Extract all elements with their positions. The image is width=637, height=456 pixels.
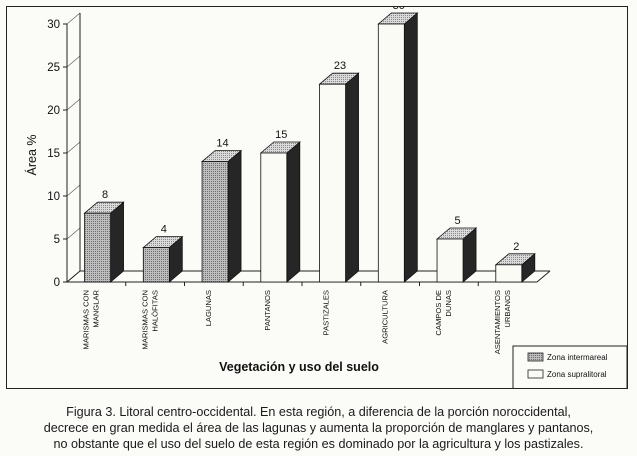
category-label: DUNAS [444, 290, 453, 317]
category-label: LAGUNAS [204, 290, 213, 326]
bar-value-label: 15 [275, 129, 287, 141]
category-label: CAMPOS DE [434, 290, 443, 336]
category-label: PASTIZALES [322, 290, 331, 335]
category-label: MARISMAS CON [82, 290, 91, 350]
x-axis-label: Vegetación y uso del suelo [219, 360, 379, 374]
category-label: MANGLAR [92, 289, 101, 327]
y-gridline [66, 98, 81, 111]
legend-swatch-intermareal [527, 352, 544, 362]
y-tick-label: 15 [47, 148, 60, 160]
bar-2 [142, 235, 184, 283]
bar-front-face [377, 23, 405, 283]
bar-side-face [286, 141, 301, 283]
bar-value-label: 14 [216, 138, 228, 150]
floor-right-edge [536, 270, 551, 283]
bar-value-label: 5 [454, 215, 460, 227]
floor-left-edge [66, 270, 81, 283]
bar-8 [494, 252, 536, 283]
y-gridline [66, 184, 81, 197]
category-label: AGRICULTURA [380, 289, 389, 344]
bar-front-face [142, 247, 170, 283]
legend-label-intermareal: Zona intermareal [547, 353, 608, 362]
bar-5 [318, 72, 360, 283]
bar-side-face [403, 12, 418, 283]
y-tick-label: 10 [47, 191, 60, 203]
bar-front-face [84, 212, 111, 283]
y-tick-label: 5 [54, 234, 60, 246]
bar-value-label: 30 [393, 7, 405, 12]
bar-7 [435, 227, 478, 283]
bar-6 [377, 12, 419, 283]
bar-side-face [227, 149, 242, 283]
y-gridline [66, 227, 81, 240]
legend-label-supralitoral: Zona supralitoral [547, 370, 607, 379]
bar-front-face [201, 161, 229, 283]
bar-front-face [319, 83, 346, 283]
y-gridline [66, 12, 81, 25]
figure-caption-line-2: decrece en gran medida el área de las la… [43, 421, 594, 435]
y-axis-label: Área % [24, 135, 39, 176]
y-tick-label: 25 [47, 62, 60, 74]
bar-side-face [110, 201, 124, 283]
figure-caption-line-1: Figura 3. Litoral centro-occidental. En … [66, 405, 571, 419]
y-tick-label: 0 [54, 277, 60, 289]
bar-front-face [495, 264, 523, 283]
bar-value-label: 4 [161, 224, 167, 236]
bar-value-label: 8 [102, 189, 108, 201]
bar-value-label: 2 [513, 241, 519, 253]
legend-swatch-supralitoral [527, 369, 544, 379]
y-gridline [66, 55, 81, 68]
y-tick-label: 20 [47, 105, 60, 117]
bar-1 [83, 201, 125, 283]
category-label: PANTANOS [263, 290, 272, 331]
category-label: MARISMAS CON [140, 290, 149, 350]
legend: Zona intermareal Zona supralitoral [512, 345, 627, 388]
bar-side-face [345, 72, 359, 283]
category-label: URBANOS [503, 290, 512, 328]
category-label: ASENTAMIENTOS [493, 290, 502, 354]
bar-front-face [436, 238, 464, 283]
y-gridline [66, 141, 81, 154]
bar-3 [200, 149, 243, 283]
chart-frame: 0 5 10 15 20 25 30 8 MARISMAS CON MANGLAR 4 MARISMA… [6, 6, 628, 389]
y-tick-label: 30 [47, 19, 60, 31]
bar-front-face [260, 152, 288, 283]
bar-4 [259, 141, 301, 283]
category-label: HALÓFITAS [150, 290, 159, 332]
bar-value-label: 23 [334, 60, 346, 72]
figure-caption-line-3: no obstante que el uso del suelo de esta… [53, 437, 584, 451]
